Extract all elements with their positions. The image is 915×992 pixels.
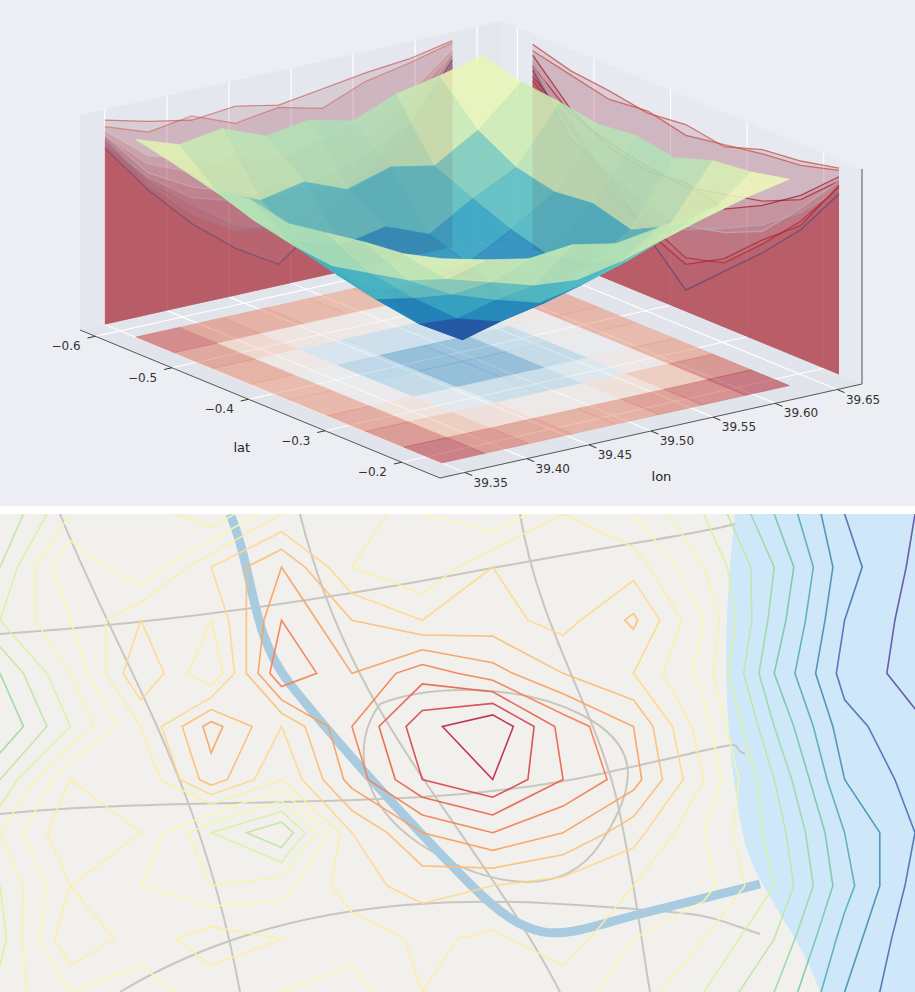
- tick-mark-x: [317, 431, 325, 433]
- tick-label-x: −0.2: [358, 465, 387, 479]
- panes: [80, 21, 862, 478]
- contour-line: [442, 715, 513, 780]
- contour-line: [270, 620, 607, 832]
- contour-line: [23, 514, 721, 992]
- contour-line: [47, 514, 704, 992]
- tick-mark-y: [837, 390, 844, 393]
- tick-mark-y: [713, 417, 720, 420]
- tick-mark-y: [589, 445, 596, 448]
- contour-line: [0, 514, 880, 992]
- figure-background: [0, 0, 915, 506]
- tick-label-y: 39.65: [846, 393, 880, 407]
- axis-line-y: [440, 384, 862, 478]
- wall-profile-area: [105, 41, 453, 325]
- tick-mark-x: [394, 462, 402, 464]
- tick-label-y: 39.60: [784, 406, 818, 420]
- contour-line: [0, 514, 745, 992]
- surface-cell: [174, 164, 256, 222]
- road: [120, 902, 760, 992]
- contour-line: [0, 514, 794, 992]
- contour-line: [203, 567, 642, 850]
- plot-marks: [105, 41, 839, 463]
- axis-title-x: lat: [233, 440, 250, 455]
- map-background: [0, 514, 915, 992]
- surface-cell: [404, 254, 486, 279]
- left-wall-profiles: [105, 41, 453, 325]
- contour-panel: [0, 487, 915, 992]
- tick-mark-x: [88, 336, 96, 338]
- contour-line: [0, 514, 855, 992]
- right-wall-pane: [502, 21, 862, 384]
- surface-cell: [621, 211, 703, 261]
- tick-mark-y: [465, 472, 472, 475]
- surface-cell: [664, 197, 746, 238]
- axis-line-z: [862, 169, 863, 384]
- tick-mark-x: [164, 368, 172, 370]
- tick-label-x: −0.5: [128, 371, 157, 385]
- tick-label-y: 39.45: [598, 448, 632, 462]
- contour-line: [0, 514, 833, 992]
- road: [364, 690, 628, 882]
- tick-mark-y: [651, 431, 658, 434]
- tick-mark-y: [527, 459, 534, 462]
- tick-label-y: 39.50: [660, 434, 694, 448]
- surface-cell: [212, 188, 294, 246]
- river: [230, 514, 760, 933]
- contour-line: [406, 703, 534, 797]
- contour-line: [0, 514, 915, 992]
- tick-label-x: −0.4: [205, 402, 234, 416]
- contour-line: [141, 549, 663, 868]
- axis-title-y: lon: [652, 469, 672, 484]
- surface: [135, 55, 789, 339]
- base-map: [0, 514, 915, 992]
- chart-svg: −0.6 −0.5 −0.4 −0.3 −0.2 39.35 39.40 39.45 39.50…: [0, 0, 915, 992]
- chart-root: −0.6 −0.5 −0.4 −0.3 −0.2 39.35 39.40 39.45 39.50…: [0, 0, 915, 992]
- tick-label-y: 39.40: [536, 462, 570, 476]
- contour-line: [0, 514, 774, 992]
- tick-mark-y: [775, 403, 782, 406]
- tick-label-y: 39.55: [722, 420, 756, 434]
- tick-label-y: 39.35: [474, 476, 508, 490]
- tick-label-x: −0.3: [281, 434, 310, 448]
- tick-mark-x: [241, 399, 249, 401]
- contour-line: [0, 514, 915, 992]
- contour-line: [0, 514, 813, 992]
- axes: −0.6 −0.5 −0.4 −0.3 −0.2 39.35 39.40 39.45 39.50…: [51, 169, 880, 490]
- contour-line: [379, 684, 563, 815]
- floor-cell: [708, 370, 790, 395]
- contour-lines: [0, 514, 915, 992]
- contour-line: [70, 532, 683, 904]
- tick-label-x: −0.6: [51, 339, 80, 353]
- axis-line-x: [80, 330, 440, 478]
- left-wall-pane: [80, 21, 502, 330]
